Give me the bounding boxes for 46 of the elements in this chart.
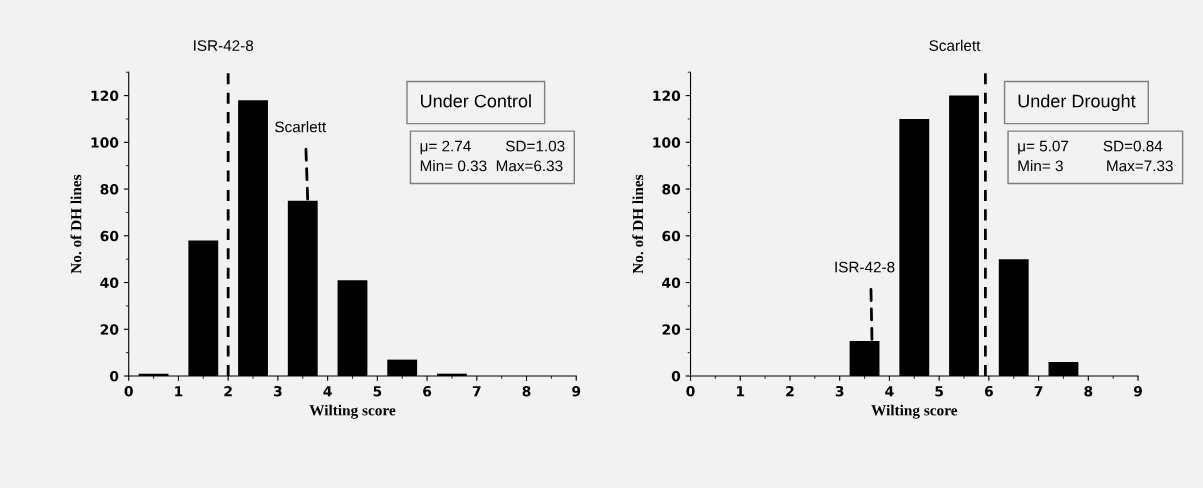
y-tick-label: 120 [91, 90, 119, 102]
y-axis-title: No. of DH lines [70, 174, 82, 274]
y-tick-label: 120 [653, 90, 681, 102]
y-tick-label: 0 [671, 370, 681, 382]
y-tick-label: 20 [100, 324, 119, 335]
x-tick-label: 8 [522, 385, 531, 397]
x-tick-label: 8 [1084, 385, 1093, 397]
annotation: ISR-42-8 [835, 261, 895, 273]
y-tick-label: 60 [662, 230, 681, 242]
x-tick-label: 9 [572, 385, 581, 397]
x-tick-label: 4 [323, 386, 332, 397]
x-tick-label: 5 [935, 386, 943, 397]
x-tick-label: 3 [835, 385, 844, 397]
y-tick-label: 100 [91, 137, 119, 148]
x-tick-label: 0 [124, 385, 133, 397]
y-tick-label: 80 [100, 184, 119, 195]
y-tick-label: 80 [662, 184, 681, 195]
x-tick-label: 1 [736, 386, 745, 397]
x-tick-label: 1 [175, 386, 183, 397]
x-tick-label: 2 [786, 385, 794, 397]
ref-line-label: ISR-42-8 [194, 40, 254, 51]
x-tick-label: 3 [273, 385, 282, 397]
annotation: μ= 5.07 SD=0.84 Min= 3 Max=7.33 [1018, 140, 1173, 172]
annotation: Under Control [421, 94, 531, 108]
x-tick-label: 4 [885, 386, 894, 397]
x-tick-label: 0 [686, 385, 695, 397]
y-tick-label: 0 [110, 370, 119, 382]
x-tick-label: 5 [373, 386, 382, 397]
y-tick-label: 60 [100, 230, 119, 242]
x-tick-label: 6 [984, 385, 993, 397]
x-tick-label: 7 [472, 386, 481, 397]
annotation: Scarlett [275, 121, 327, 133]
x-tick-label: 2 [224, 385, 232, 397]
x-axis-title: Wilting score [871, 404, 958, 419]
y-axis-title: No. of DH lines [632, 174, 644, 274]
y-tick-label: 20 [662, 324, 681, 335]
ref-line-label: Scarlett [929, 39, 981, 51]
x-tick-label: 7 [1034, 386, 1043, 397]
y-tick-label: 100 [653, 137, 681, 148]
annotation: Under Drought [1018, 94, 1136, 112]
y-tick-label: 40 [662, 277, 681, 289]
x-tick-label: 9 [1133, 385, 1142, 397]
y-tick-label: 40 [100, 277, 119, 289]
x-tick-label: 6 [423, 385, 432, 397]
annotation: μ= 2.74 SD=1.03 Min= 0.33 Max=6.33 [420, 140, 565, 172]
x-axis-title: Wilting score [309, 404, 396, 419]
